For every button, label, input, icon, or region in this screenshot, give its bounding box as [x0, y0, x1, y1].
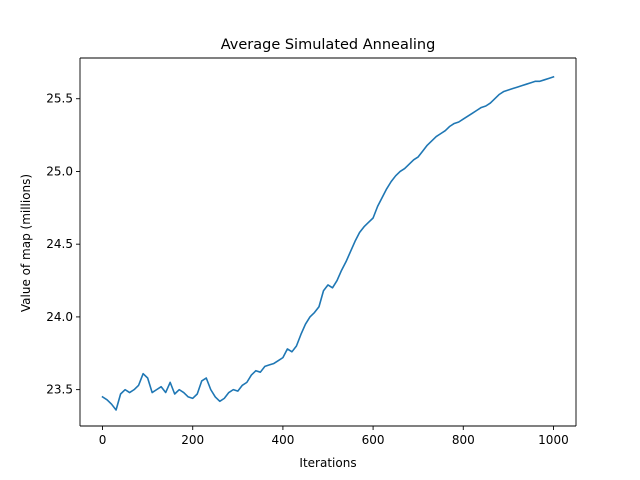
plot-area: [101, 75, 555, 411]
x-tick-label: 400: [271, 433, 294, 447]
y-tick-label: 24.5: [46, 237, 73, 251]
x-tick-label: 1000: [538, 433, 569, 447]
x-tick-label: 200: [181, 433, 204, 447]
y-tick-label: 24.0: [46, 310, 73, 324]
y-axis-title: Value of map (millions): [19, 174, 33, 312]
x-tick-label: 600: [362, 433, 385, 447]
series-line-0: [101, 75, 555, 411]
x-tick-label: 0: [99, 433, 107, 447]
y-tick-label: 23.5: [46, 383, 73, 397]
y-tick-label: 25.0: [46, 164, 73, 178]
chart-title: Average Simulated Annealing: [221, 37, 436, 53]
x-axis-title: Iterations: [299, 456, 356, 470]
y-tick-label: 25.5: [46, 92, 73, 106]
x-tick-label: 800: [452, 433, 475, 447]
axes: 0 200 400 600 800 1000 23.5 24.0 24.5 25.0 25.5: [46, 57, 577, 447]
